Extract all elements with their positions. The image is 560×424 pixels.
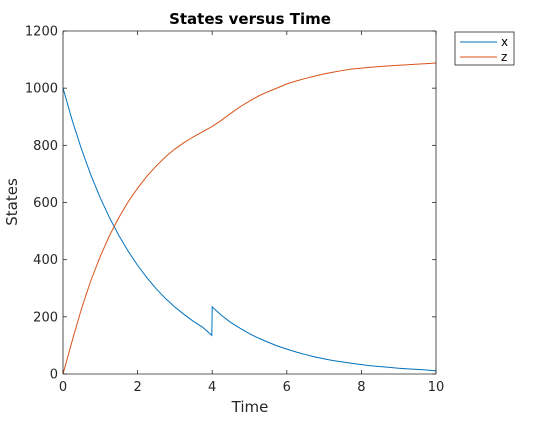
y-tick-label: 400 [33, 253, 58, 268]
y-tick-label: 200 [33, 310, 58, 325]
y-tick-label: 600 [33, 196, 58, 211]
y-ticks: 0 200 400 600 800 1000 1200 [25, 25, 436, 383]
x-axis-label: Time [231, 398, 269, 416]
legend-label-x: x [501, 35, 508, 49]
legend: xz [454, 31, 515, 66]
y-tick-label: 0 [50, 368, 58, 383]
x-tick-label: 6 [283, 380, 291, 395]
series-line-z [62, 62, 437, 375]
legend-label-z: z [501, 50, 507, 64]
y-tick-label: 1000 [25, 82, 58, 97]
axes-background [63, 31, 436, 374]
y-tick-label: 800 [33, 139, 58, 154]
y-axis-label: States [3, 178, 21, 226]
series-layer [62, 62, 437, 375]
x-tick-label: 4 [208, 380, 216, 395]
x-ticks: 0 2 4 6 8 10 [59, 31, 444, 395]
legend-box [454, 31, 515, 66]
x-tick-label: 10 [428, 380, 445, 395]
x-tick-label: 2 [133, 380, 141, 395]
series-line-x [62, 88, 437, 372]
chart-title: States versus Time [169, 10, 331, 28]
x-tick-label: 8 [357, 380, 365, 395]
y-tick-label: 1200 [25, 25, 58, 40]
x-tick-label: 0 [59, 380, 67, 395]
